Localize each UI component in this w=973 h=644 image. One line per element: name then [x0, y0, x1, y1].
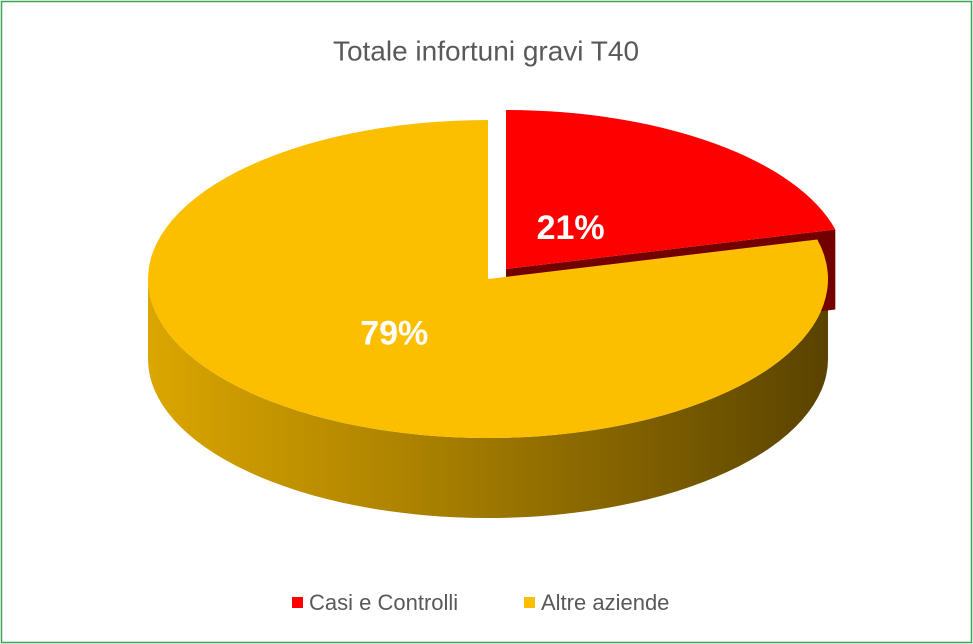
legend-label: Casi e Controlli — [309, 590, 458, 615]
legend-swatch — [524, 597, 535, 608]
chart-title: Totale infortuni gravi T40 — [333, 35, 639, 66]
slice-side — [148, 279, 828, 518]
slice-top — [148, 119, 828, 438]
legend-label: Altre aziende — [541, 590, 669, 615]
data-label: 21% — [537, 209, 605, 247]
legend-swatch — [292, 597, 303, 608]
slice-top — [506, 110, 836, 269]
data-label: 79% — [360, 315, 428, 353]
